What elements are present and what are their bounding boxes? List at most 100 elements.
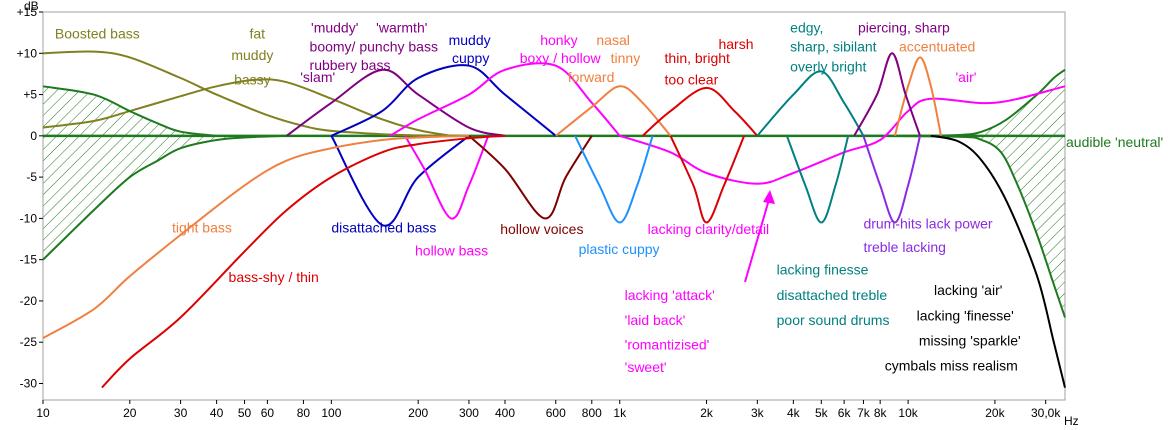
- response-curve: [101, 134, 506, 389]
- y-tick-label: -15: [20, 253, 38, 267]
- x-tick-label: 20k: [985, 406, 1005, 420]
- x-tick-label: 50: [238, 406, 252, 420]
- x-tick-label: 20: [123, 406, 137, 420]
- x-tick-label: 5k: [815, 406, 829, 420]
- hatched-tolerance-region: [863, 69, 1065, 318]
- x-tick-label: 40: [210, 406, 224, 420]
- x-axis-label: Hz: [1064, 414, 1079, 428]
- annotation-label: nasal: [596, 32, 629, 48]
- response-curve: [389, 62, 621, 137]
- annotation-label: thin, bright: [665, 50, 730, 66]
- response-curve: [893, 56, 942, 137]
- annotation-label: 'slam': [300, 69, 335, 85]
- response-curve: [785, 135, 850, 224]
- plot-area-frame: [42, 11, 1066, 401]
- annotation-label: hollow voices: [500, 221, 583, 237]
- annotation-label: treble lacking: [863, 239, 946, 255]
- annotation-label: accentuated: [899, 39, 975, 55]
- response-curve: [330, 135, 470, 227]
- annotation-label: hollow bass: [415, 243, 488, 259]
- neutral-label: audible 'neutral': [1066, 134, 1163, 150]
- x-tick-label: 800: [582, 406, 602, 420]
- response-curve: [853, 52, 921, 137]
- annotation-label: 'air': [956, 69, 977, 85]
- annotation-label: 'warmth': [376, 20, 427, 36]
- x-tick-label: 7k: [857, 406, 871, 420]
- annotation-label: muddy: [449, 32, 491, 48]
- y-tick-label: +10: [17, 46, 38, 60]
- annotation-label: bass-shy / thin: [229, 269, 319, 285]
- y-tick-label: 0: [30, 129, 37, 143]
- annotation-label: overly bright: [790, 58, 866, 74]
- response-curve: [756, 70, 865, 137]
- x-tick-label: 80: [297, 406, 311, 420]
- response-curve: [42, 134, 287, 261]
- hatched-tolerance-region: [43, 86, 287, 260]
- annotation-label: disattached treble: [777, 287, 888, 303]
- annotation-arrowhead: [763, 190, 775, 204]
- annotation-label: 'muddy': [311, 20, 358, 36]
- annotation-label: lacking finesse: [777, 262, 869, 278]
- x-tick-label: 200: [408, 406, 428, 420]
- annotation-label: honky: [540, 32, 577, 48]
- x-tick-label: 1k: [613, 406, 627, 420]
- annotation-label: 'laid back': [625, 312, 686, 328]
- x-tick-label: 3k: [751, 406, 765, 420]
- x-tick-label: 400: [495, 406, 515, 420]
- x-tick-label: 4k: [787, 406, 801, 420]
- annotation-label: bassy: [234, 72, 271, 88]
- annotation-label: cuppy: [452, 50, 489, 66]
- annotation-label: edgy,: [790, 20, 823, 36]
- x-tick-label: 10k: [898, 406, 918, 420]
- response-curve: [404, 135, 490, 220]
- x-tick-label: 600: [546, 406, 566, 420]
- annotation-label: 'sweet': [625, 359, 667, 375]
- x-tick-label: 2k: [700, 406, 714, 420]
- annotation-label: 'romantizised': [625, 337, 710, 353]
- annotation-label: tight bass: [172, 219, 232, 235]
- annotation-label: poor sound drums: [777, 312, 890, 328]
- annotation-label: sharp, sibilant: [790, 39, 876, 55]
- annotation-label: harsh: [718, 36, 753, 52]
- y-tick-label: -10: [20, 211, 38, 225]
- response-curve: [286, 68, 506, 137]
- y-tick-label: -5: [26, 170, 37, 184]
- response-curve: [862, 135, 921, 224]
- annotation-label: plastic cuppy: [579, 241, 660, 257]
- response-curve: [641, 86, 759, 137]
- annotation-label: boxy / hollow: [520, 50, 602, 66]
- annotation-label: fat: [249, 25, 265, 41]
- annotation-label: tinny: [611, 50, 641, 66]
- x-tick-label: 30,0k: [1031, 406, 1061, 420]
- annotation-label: lacking 'air': [934, 282, 1002, 298]
- x-tick-label: 100: [321, 406, 341, 420]
- y-tick-label: +15: [17, 5, 38, 19]
- response-curve: [555, 85, 672, 137]
- annotation-label: too clear: [665, 72, 719, 88]
- response-curve: [42, 85, 217, 137]
- x-tick-label: 60: [261, 406, 275, 420]
- y-tick-label: +5: [23, 88, 37, 102]
- annotation-label: lacking 'attack': [625, 287, 715, 303]
- annotation-label: drum-hits lack power: [863, 215, 992, 231]
- annotation-label: missing 'sparkle': [919, 333, 1021, 349]
- annotation-label: boomy/ punchy bass: [310, 39, 438, 55]
- y-tick-label: -25: [20, 335, 38, 349]
- annotation-label: cymbals miss realism: [885, 357, 1018, 373]
- annotation-label: disattached bass: [331, 219, 436, 235]
- x-tick-label: 10: [36, 406, 50, 420]
- annotation-label: forward: [568, 69, 615, 85]
- x-tick-label: 6k: [838, 406, 852, 420]
- response-curve: [42, 134, 470, 339]
- annotation-label: lacking clarity/detail: [648, 221, 769, 237]
- response-curve: [574, 135, 654, 224]
- response-curve: [930, 134, 1066, 388]
- annotation-label: lacking 'finesse': [917, 308, 1014, 324]
- x-tick-label: 300: [459, 406, 479, 420]
- response-curve: [863, 134, 1066, 318]
- response-curve: [468, 135, 593, 220]
- annotation-arrow: [744, 195, 771, 283]
- response-curve: [42, 78, 452, 137]
